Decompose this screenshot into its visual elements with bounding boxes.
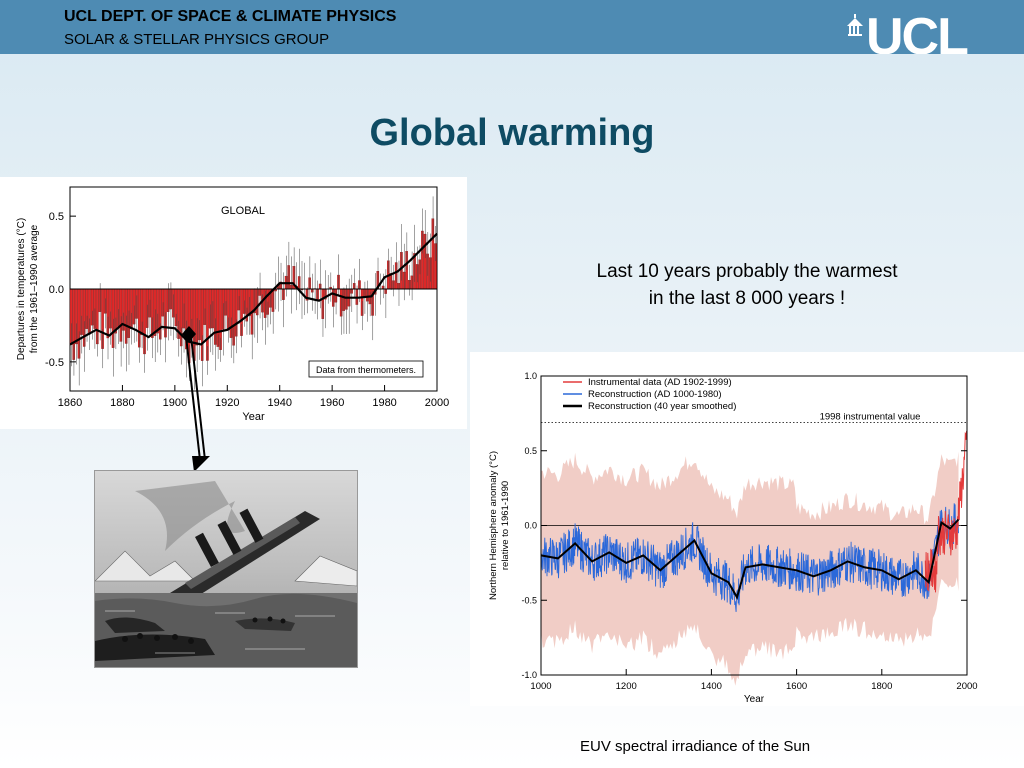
x-tick-label: 1000	[530, 681, 551, 692]
header-bar: UCL DEPT. OF SPACE & CLIMATE PHYSICS SOL…	[0, 0, 1024, 54]
legend-label: Instrumental data (AD 1902-1999)	[588, 377, 732, 388]
caption-text: EUV spectral irradiance of the Sun	[580, 738, 811, 755]
x-tick-label: 1200	[616, 681, 637, 692]
legend-label: Reconstruction (40 year smoothed)	[588, 401, 736, 412]
diamond-marker-icon	[182, 326, 196, 342]
ucl-logo-text: UCL	[866, 8, 968, 54]
slide-title: Global warming	[369, 112, 655, 154]
y-tick-label: -0.5	[45, 357, 64, 369]
ucl-logo: UCL	[847, 8, 970, 54]
northern-hemisphere-chart-panel: 1998 instrumental value 1.0 0.5 0.0 -0.5 -1.0…	[470, 352, 1024, 706]
instrumental-line	[924, 430, 968, 593]
x-tick-label: 1880	[110, 397, 134, 409]
y-tick-label: 0.0	[49, 284, 64, 296]
northern-hemisphere-chart: 1998 instrumental value 1.0 0.5 0.0 -0.5 -1.0…	[488, 371, 978, 705]
x-tick-label: 1960	[320, 397, 344, 409]
y-tick-label: 1.0	[524, 371, 537, 381]
arrow-head-icon	[192, 456, 210, 472]
y-tick-label: -1.0	[521, 670, 537, 680]
y-tick-label: -0.5	[521, 595, 537, 605]
x-tick-label: 1800	[871, 681, 892, 692]
x-tick-label: 1920	[215, 397, 239, 409]
annotation-text: Data from thermometers.	[316, 365, 416, 375]
quote-line-1: Last 10 years probably the warmest	[596, 261, 898, 282]
global-temperature-chart: 0.5 0.0 -0.5 1860 1880 1900 1920 1940 1960 1980 20…	[16, 186, 449, 423]
y-tick-label: 0.5	[524, 446, 537, 456]
y-axis-label-line-1: Departures in temperatures (°C)	[16, 218, 27, 360]
quote-line-2: in the last 8 000 years !	[648, 288, 846, 309]
x-tick-label: 1860	[58, 397, 82, 409]
department-name: UCL DEPT. OF SPACE & CLIMATE PHYSICS	[64, 8, 397, 25]
x-tick-label: 1940	[267, 397, 291, 409]
annual-reconstruction-line	[540, 503, 959, 612]
x-tick-label: 1400	[701, 681, 722, 692]
y-axis-label-line-1: Northern Hemisphere anomaly (°C)	[488, 451, 499, 600]
smoothed-reconstruction-line	[540, 518, 960, 600]
arrow-connector	[182, 326, 210, 472]
global-temperature-chart-panel: 0.5 0.0 -0.5 1860 1880 1900 1920 1940 1960 1980 20…	[0, 177, 467, 429]
bar-group	[69, 196, 437, 390]
x-tick-label: 2000	[425, 397, 449, 409]
quote-text: Last 10 years probably the warmest in th…	[540, 258, 954, 312]
chart-title: GLOBAL	[221, 205, 265, 217]
reference-label: 1998 instrumental value	[820, 411, 921, 422]
y-tick-label: 0.5	[49, 211, 64, 223]
group-name: SOLAR & STELLAR PHYSICS GROUP	[64, 31, 330, 48]
annotation-box	[308, 360, 424, 378]
x-tick-label: 1980	[372, 397, 396, 409]
x-tick-label: 2000	[956, 681, 977, 692]
legend-label: Reconstruction (AD 1000-1980)	[588, 389, 722, 400]
legend: Instrumental data (AD 1902-1999)Reconstr…	[563, 377, 736, 412]
x-tick-label: 1900	[163, 397, 187, 409]
x-tick-label: 1600	[786, 681, 807, 692]
sinking-ship-drawing	[94, 471, 358, 667]
y-axis-label-line-2: from the 1961–1990 average	[29, 224, 40, 353]
sinking-ship-illustration	[94, 470, 358, 668]
y-tick-label: 0.0	[524, 521, 537, 531]
smoothed-line	[69, 232, 438, 346]
x-axis-label: Year	[744, 694, 765, 705]
uncertainty-band	[541, 451, 959, 686]
y-axis-label-line-2: relative to 1961-1990	[500, 481, 511, 570]
x-axis-label: Year	[242, 411, 265, 423]
